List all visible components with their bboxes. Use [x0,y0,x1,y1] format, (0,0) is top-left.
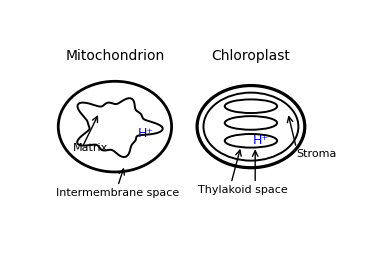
Text: Matrix: Matrix [72,143,108,153]
Text: H⁺: H⁺ [252,134,268,147]
Text: Mitochondrion: Mitochondrion [65,49,164,63]
Text: Thylakoid space: Thylakoid space [198,185,287,195]
Text: H⁺: H⁺ [138,127,154,140]
Text: Chloroplast: Chloroplast [212,49,290,63]
Text: Intermembrane space: Intermembrane space [56,188,179,198]
Text: Stroma: Stroma [296,149,337,159]
